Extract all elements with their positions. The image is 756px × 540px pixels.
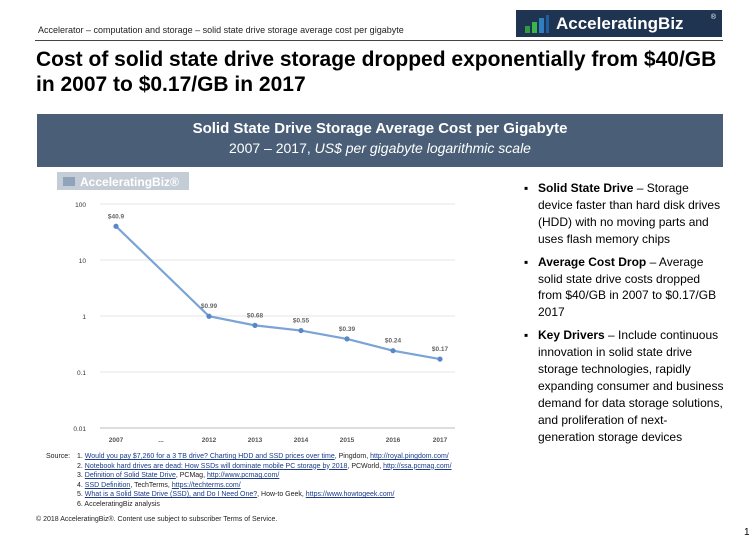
x-tick-label: 2013: [248, 437, 263, 444]
source-item: 5. What is a Solid State Drive (SSD), an…: [77, 490, 547, 500]
data-point: [298, 327, 304, 334]
source-url[interactable]: https://www.howtogeek.com/: [305, 491, 395, 499]
data-label: $40.9: [108, 213, 125, 220]
data-point: [437, 356, 443, 362]
x-tick-label: 2007: [109, 437, 124, 444]
key-points: Solid State Drive – Storage device faste…: [524, 180, 724, 452]
grid-layer: [100, 203, 455, 429]
sources-label: Source:: [46, 453, 71, 460]
bullet-item: Average Cost Drop – Average solid state …: [524, 254, 724, 322]
data-label: $0.55: [293, 318, 310, 325]
logo: AcceleratingBiz ®: [516, 10, 722, 37]
source-number: 4.: [77, 481, 85, 489]
x-tick-label: 2015: [340, 437, 355, 444]
source-publisher: , TechTerms,: [130, 481, 172, 489]
x-tick-label: 2017: [433, 437, 448, 444]
page-number: 1: [744, 527, 750, 538]
data-label: $0.39: [339, 326, 356, 333]
data-point: [252, 322, 258, 328]
chart-subtitle-unit: US$ per gigabyte logarithmic scale: [314, 140, 531, 156]
top-rule: [35, 40, 723, 41]
source-item: 1. Would you pay $7,260 for a 3 TB drive…: [77, 452, 547, 462]
data-point: [344, 336, 350, 342]
source-item: 3. Definition of Solid State Drive, PCMa…: [77, 471, 547, 481]
x-tick-label: ...: [158, 437, 164, 444]
source-item: 4. SSD Definition, TechTerms, https://te…: [77, 481, 547, 491]
watermark-background: [57, 172, 189, 190]
source-link[interactable]: SSD Definition: [84, 481, 131, 489]
data-point: [390, 348, 396, 354]
bar-chart-logo-icon: [524, 14, 550, 34]
bullet-text: – Include continuous innovation in solid…: [538, 328, 724, 444]
source-publisher: , PCWorld,: [347, 462, 384, 470]
data-label: $0.68: [247, 312, 264, 319]
bullet-text: – Average solid state drive costs droppe…: [538, 254, 717, 320]
page-title: Cost of solid state drive storage droppe…: [36, 48, 717, 96]
footer-copyright: © 2018 AcceleratingBiz®. Content use sub…: [36, 516, 278, 523]
watermark-icon: [63, 177, 75, 186]
source-link[interactable]: What is a Solid State Drive (SSD), and D…: [84, 491, 258, 499]
sources-list: 1. Would you pay $7,260 for a 3 TB drive…: [77, 452, 547, 510]
data-point: [206, 313, 212, 319]
logo-text: AcceleratingBiz: [556, 13, 684, 33]
bullet-term: Solid State Drive: [538, 181, 634, 195]
source-number: 6.: [77, 500, 85, 508]
y-tick-label: 10: [79, 258, 87, 265]
source-number: 3.: [77, 472, 85, 480]
source-url[interactable]: https://techterms.com/: [171, 481, 241, 489]
series-layer: $40.9 $0.99 $0.68 $0.55 $0.39 $0.24 $0.17: [108, 213, 449, 362]
logo-registered-mark: ®: [710, 14, 716, 21]
data-label: $0.24: [385, 338, 402, 345]
line-chart: AcceleratingBiz® 100 10 1 0.1 0.01 2007... 201…: [57, 172, 455, 444]
data-label: $0.99: [201, 303, 218, 310]
source-link[interactable]: Would you pay $7,260 for a 3 TB drive? C…: [84, 453, 335, 460]
source-number: 5.: [77, 491, 85, 499]
y-tick-label: 1: [82, 314, 86, 321]
source-url[interactable]: http://royal.pingdom.com/: [370, 453, 449, 460]
chart-watermark: AcceleratingBiz®: [57, 172, 189, 190]
source-link[interactable]: Definition of Solid State Drive: [84, 472, 176, 480]
y-tick-label: 0.01: [73, 426, 86, 433]
x-tick-label: 2016: [386, 437, 401, 444]
source-number: 1.: [77, 453, 85, 460]
chart-subtitle: 2007 – 2017, US$ per gigabyte logarithmi…: [37, 140, 723, 156]
source-url[interactable]: http://ssa.pcmag.com/: [383, 462, 452, 470]
y-tick-label: 100: [75, 202, 86, 209]
bullet-text: – Storage device faster than hard disk d…: [538, 181, 721, 246]
source-publisher: AcceleratingBiz analysis: [84, 500, 160, 508]
x-tick-label: 2014: [294, 437, 309, 444]
source-publisher: , How-to Geek,: [257, 491, 306, 499]
chart-subtitle-years: 2007 – 2017,: [229, 140, 315, 156]
source-link[interactable]: Notebook hard drives are dead: How SSDs …: [84, 462, 348, 470]
chart-title: Solid State Drive Storage Average Cost p…: [192, 120, 568, 137]
bullet-item: Key Drivers – Include continuous innovat…: [524, 327, 724, 445]
axis-layer: 100 10 1 0.1 0.01 2007... 2012 2013 2014 2015 2016…: [73, 202, 455, 444]
data-point: [113, 223, 119, 229]
x-tick-label: 2012: [202, 437, 217, 444]
data-label: $0.17: [432, 346, 449, 353]
bullet-item: Solid State Drive – Storage device faste…: [524, 180, 724, 248]
source-item: 6. AcceleratingBiz analysis: [77, 500, 547, 510]
source-url[interactable]: http://www.pcmag.com/: [206, 472, 280, 480]
chart-banner: Solid State Drive Storage Average Cost p…: [37, 114, 723, 167]
bullet-term: Key Drivers: [538, 328, 605, 343]
watermark-text: AcceleratingBiz®: [80, 175, 179, 189]
source-item: 2. Notebook hard drives are dead: How SS…: [77, 462, 547, 472]
y-tick-label: 0.1: [77, 370, 86, 377]
source-publisher: , PCMag,: [175, 472, 207, 480]
source-number: 2.: [77, 462, 85, 470]
bullet-term: Average Cost Drop: [538, 254, 647, 269]
source-publisher: , Pingdom,: [334, 453, 371, 460]
breadcrumb: Accelerator – computation and storage – …: [38, 25, 404, 35]
